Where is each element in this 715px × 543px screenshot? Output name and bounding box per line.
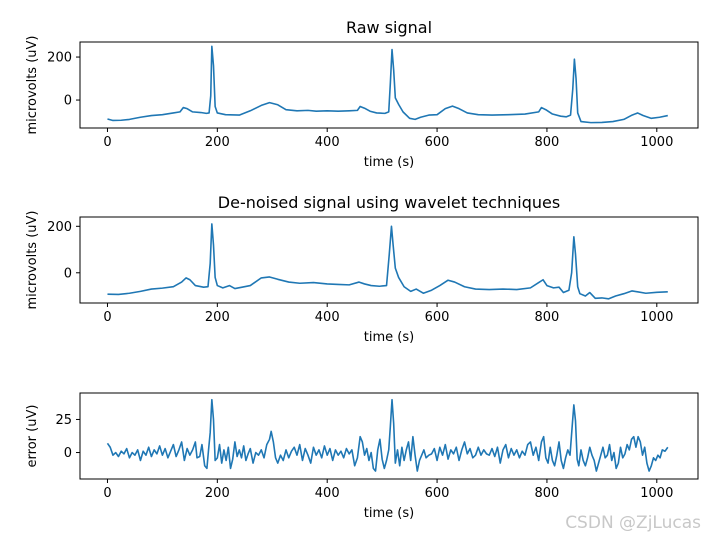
subplot-2: De-noised signal using wavelet technique… [25,193,699,345]
y-axis-label: microvolts (uV) [25,211,40,310]
x-tick-label: 400 [315,135,340,150]
x-tick-label: 400 [315,310,340,325]
series-line [106,398,669,472]
chart-title: Raw signal [346,18,432,37]
axes-frame [79,41,699,129]
y-axis-label: error (uV) [25,405,40,468]
y-tick-label: 200 [47,220,72,235]
x-tick-label: 0 [103,486,111,501]
x-tick-label: 600 [425,486,450,501]
axes-frame [79,216,699,304]
x-tick-label: 600 [425,310,450,325]
y-tick-label: 0 [64,94,72,109]
x-tick-label: 800 [535,310,560,325]
x-tick-label: 200 [205,310,230,325]
y-tick-label: 0 [64,266,72,281]
x-tick-label: 800 [535,486,560,501]
x-tick-label: 1000 [640,310,673,325]
x-axis-label: time (s) [364,155,414,170]
x-tick-label: 1000 [640,135,673,150]
chart-title: De-noised signal using wavelet technique… [218,193,560,212]
y-tick-label: 200 [47,51,72,66]
x-axis-label: time (s) [364,330,414,345]
x-tick-label: 400 [315,486,340,501]
subplot-3: 0 200 400 600 800 1000 0 25 time (s) error (uV) [25,392,699,521]
subplot-1: Raw signal 0 200 400 600 800 1000 0 200 time (s) m… [25,18,699,170]
axes-frame [79,392,699,480]
x-tick-label: 1000 [640,486,673,501]
x-tick-label: 200 [205,135,230,150]
y-tick-label: 0 [64,446,72,461]
y-axis-label: microvolts (uV) [25,36,40,135]
x-tick-label: 0 [103,135,111,150]
x-tick-label: 800 [535,135,560,150]
x-axis-label: time (s) [364,506,414,521]
x-tick-label: 600 [425,135,450,150]
series-line [107,223,668,300]
watermark-text: CSDN @ZjLucas [565,513,701,533]
x-tick-label: 0 [103,310,111,325]
series-line [107,45,668,124]
y-tick-label: 25 [55,413,72,428]
x-tick-label: 200 [205,486,230,501]
